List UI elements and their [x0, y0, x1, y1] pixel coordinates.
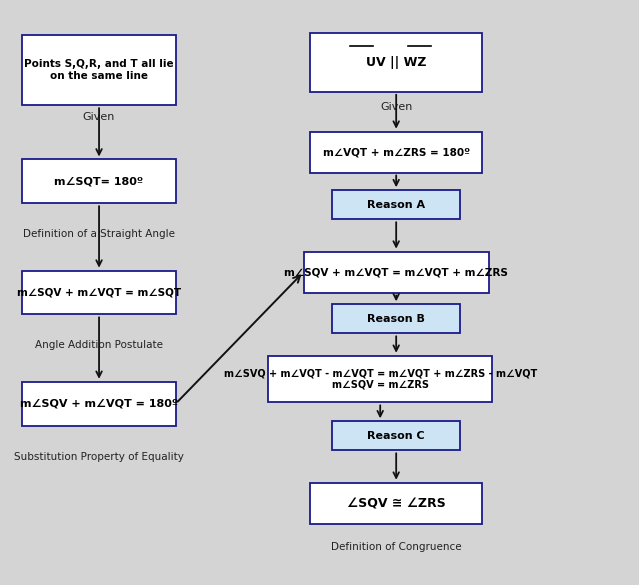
FancyBboxPatch shape — [22, 35, 176, 105]
FancyBboxPatch shape — [22, 160, 176, 204]
FancyBboxPatch shape — [268, 356, 492, 402]
FancyBboxPatch shape — [332, 190, 460, 219]
FancyBboxPatch shape — [310, 132, 482, 173]
Text: m∠SQV + m∠VQT = m∠VQT + m∠ZRS: m∠SQV + m∠VQT = m∠VQT + m∠ZRS — [284, 267, 508, 277]
Text: ∠SQV ≅ ∠ZRS: ∠SQV ≅ ∠ZRS — [347, 497, 445, 510]
FancyBboxPatch shape — [332, 421, 460, 450]
Text: Reason B: Reason B — [367, 314, 425, 324]
FancyBboxPatch shape — [22, 381, 176, 426]
FancyBboxPatch shape — [310, 33, 482, 92]
Text: m∠SQV + m∠VQT = m∠SQT: m∠SQV + m∠VQT = m∠SQT — [17, 287, 181, 298]
Text: Given: Given — [380, 102, 412, 112]
Text: Angle Addition Postulate: Angle Addition Postulate — [35, 340, 163, 350]
Text: Reason C: Reason C — [367, 431, 425, 441]
Text: Definition of a Straight Angle: Definition of a Straight Angle — [23, 229, 175, 239]
FancyBboxPatch shape — [22, 270, 176, 315]
Text: Points S,Q,R, and T all lie
on the same line: Points S,Q,R, and T all lie on the same … — [24, 60, 174, 81]
Text: m∠SQV + m∠VQT = 180º: m∠SQV + m∠VQT = 180º — [20, 398, 178, 409]
Text: Reason A: Reason A — [367, 199, 425, 210]
FancyBboxPatch shape — [304, 252, 489, 292]
FancyBboxPatch shape — [332, 304, 460, 333]
Text: Substitution Property of Equality: Substitution Property of Equality — [14, 452, 184, 463]
Text: Given: Given — [83, 112, 115, 122]
Text: UV || WZ: UV || WZ — [366, 56, 426, 69]
Text: m∠SQT= 180º: m∠SQT= 180º — [54, 176, 144, 187]
FancyBboxPatch shape — [310, 483, 482, 524]
Text: Definition of Congruence: Definition of Congruence — [331, 542, 461, 552]
Text: m∠SVQ + m∠VQT - m∠VQT = m∠VQT + m∠ZRS - m∠VQT
m∠SQV = m∠ZRS: m∠SVQ + m∠VQT - m∠VQT = m∠VQT + m∠ZRS - … — [224, 369, 537, 390]
Text: m∠VQT + m∠ZRS = 180º: m∠VQT + m∠ZRS = 180º — [323, 147, 470, 157]
